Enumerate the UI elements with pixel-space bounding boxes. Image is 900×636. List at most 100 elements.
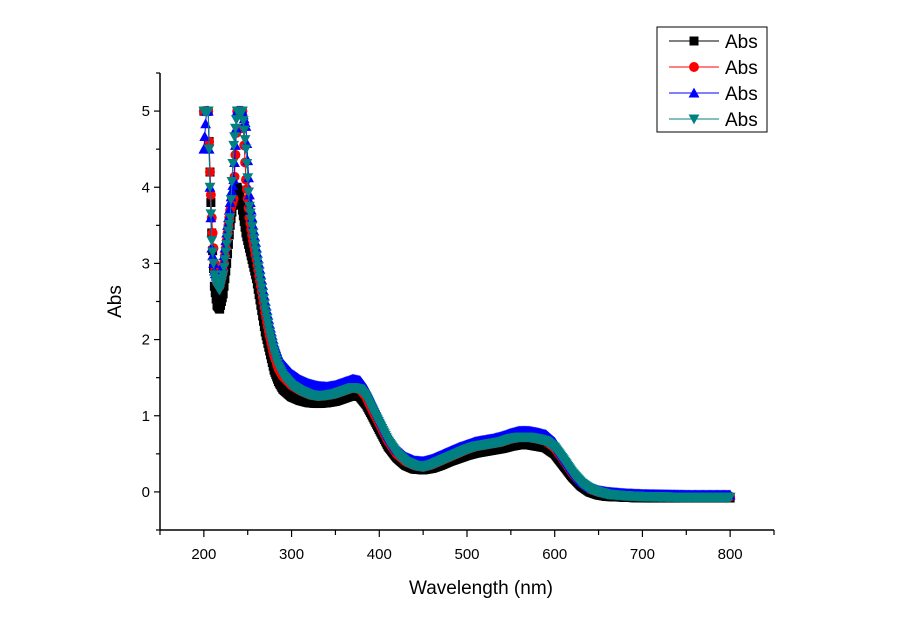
data-point-marker: [218, 289, 228, 299]
data-point-marker: [245, 215, 257, 226]
legend-item: Abs: [669, 84, 758, 105]
x-tick-label: 700: [630, 546, 655, 563]
x-tick-label: 300: [279, 546, 304, 563]
data-point-marker: [207, 228, 218, 238]
data-point-marker: [244, 201, 255, 212]
data-point-marker: [258, 293, 269, 304]
series-4: [198, 106, 736, 503]
x-tick-label: 800: [718, 546, 743, 563]
legend-label: Abs: [725, 84, 758, 105]
data-point-marker: [238, 211, 248, 221]
legend-box: [656, 26, 768, 133]
plot-series-group: [198, 105, 736, 503]
data-point-marker: [241, 158, 253, 169]
data-point-marker: [243, 187, 254, 198]
x-ticks: 200 300 400 500 600 700 800: [159, 530, 775, 563]
data-point-marker: [206, 236, 218, 246]
data-point-marker: [237, 200, 247, 210]
data-point-marker: [217, 270, 229, 281]
data-point-marker: [223, 219, 235, 230]
data-point-marker: [220, 247, 232, 258]
data-point-marker: [225, 195, 237, 206]
data-point-marker: [255, 277, 267, 288]
data-point-marker: [222, 233, 233, 244]
data-point-marker: [218, 262, 230, 273]
data-point-marker: [223, 226, 234, 237]
data-point-marker: [200, 118, 212, 129]
legend-label: Abs: [725, 58, 758, 79]
data-point-marker: [219, 255, 231, 266]
data-point-marker: [208, 258, 219, 269]
x-tick-label: 200: [191, 546, 216, 563]
data-point-marker: [205, 189, 216, 200]
data-point-marker: [252, 261, 264, 272]
data-point-marker: [251, 251, 262, 262]
data-point-marker: [248, 234, 260, 245]
data-point-marker: [227, 158, 239, 169]
x-tick-label: 600: [542, 546, 567, 563]
data-point-marker: [246, 221, 258, 232]
y-ticks: 0 1 2 3 4 5: [142, 72, 160, 531]
data-point-marker: [210, 288, 220, 298]
data-point-marker: [254, 272, 266, 283]
x-axis-title: Wavelength (nm): [409, 578, 553, 599]
legend-item: Abs: [669, 58, 758, 79]
data-point-marker: [239, 135, 251, 146]
series-line: [203, 110, 731, 497]
data-point-marker: [205, 209, 217, 220]
data-point-marker: [238, 125, 250, 136]
y-axis-title: Abs: [105, 285, 126, 318]
y-tick-label: 0: [142, 484, 150, 501]
data-point-marker: [237, 116, 249, 127]
data-point-marker: [249, 239, 261, 250]
data-point-marker: [236, 195, 246, 205]
y-tick-label: 5: [142, 103, 150, 120]
legend-marker: [688, 114, 700, 125]
data-point-marker: [250, 245, 262, 256]
legend-marker: [689, 62, 699, 72]
data-point-marker: [230, 123, 241, 134]
legend-marker: [688, 87, 700, 98]
axes-group: 0 1 2 3 4 5 200 300 400 500 600 700 800: [142, 72, 775, 563]
x-tick-label: 400: [367, 546, 392, 563]
data-point-marker: [237, 205, 247, 215]
data-point-marker: [242, 173, 254, 184]
data-point-marker: [223, 204, 235, 215]
data-point-marker: [240, 222, 250, 232]
series-markers: [198, 106, 736, 503]
data-point-marker: [240, 144, 252, 155]
data-point-marker: [237, 106, 248, 117]
legend-item: Abs: [669, 110, 758, 131]
data-point-marker: [724, 492, 736, 503]
data-point-marker: [256, 283, 268, 294]
data-point-marker: [203, 144, 215, 155]
data-point-marker: [224, 213, 236, 224]
data-point-marker: [258, 299, 270, 310]
y-tick-label: 1: [142, 408, 150, 425]
data-point-marker: [228, 140, 240, 151]
series-line: [203, 110, 731, 496]
data-point-marker: [244, 208, 256, 219]
data-point-marker: [257, 288, 269, 299]
data-point-marker: [247, 228, 259, 239]
data-point-marker: [235, 190, 245, 200]
data-point-marker: [221, 239, 233, 250]
y-tick-label: 2: [142, 332, 150, 349]
legend: Abs Abs Abs Abs: [656, 26, 768, 133]
x-tick-label: 500: [454, 546, 479, 563]
legend-label: Abs: [725, 110, 758, 131]
y-tick-label: 3: [142, 255, 150, 272]
data-point-marker: [207, 247, 219, 258]
data-point-marker: [204, 182, 216, 193]
series-3: [198, 105, 736, 500]
data-point-marker: [253, 267, 265, 278]
legend-label: Abs: [725, 32, 758, 53]
data-point-marker: [211, 294, 221, 304]
series-markers: [198, 105, 736, 500]
data-point-marker: [202, 106, 214, 117]
data-point-marker: [251, 256, 263, 267]
legend-marker: [689, 36, 699, 46]
y-tick-label: 4: [142, 179, 150, 196]
data-point-marker: [226, 177, 238, 187]
